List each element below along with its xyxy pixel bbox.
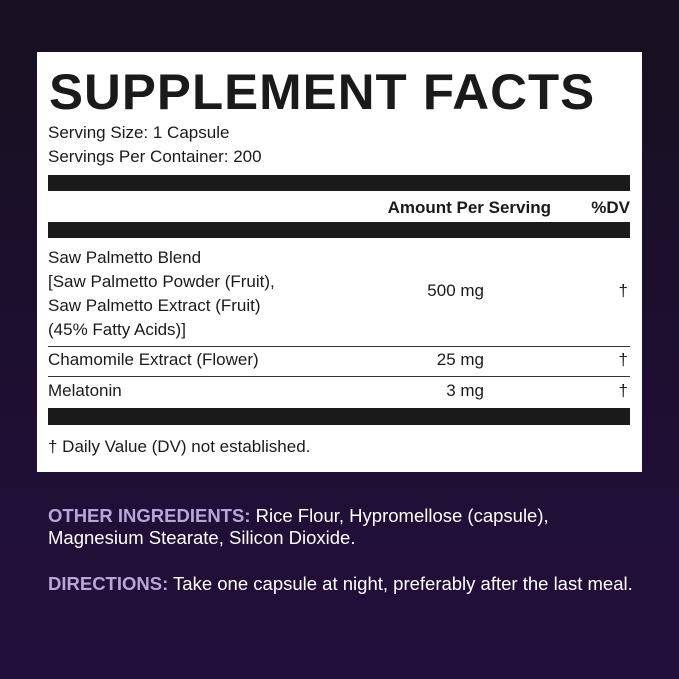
supplement-facts-panel: SUPPLEMENT FACTS Serving Size: 1 Capsule… bbox=[37, 52, 642, 472]
header-amount: Amount Per Serving bbox=[387, 198, 551, 217]
other-ingredients-label: OTHER INGREDIENTS: bbox=[48, 505, 251, 526]
panel-title: SUPPLEMENT FACTS bbox=[49, 64, 596, 120]
ingredient-amount: 25 mg bbox=[436, 350, 484, 369]
ingredient-subline: (45% Fatty Acids)] bbox=[48, 320, 186, 339]
directions: DIRECTIONS: Take one capsule at night, p… bbox=[48, 573, 648, 595]
row-divider bbox=[48, 346, 630, 347]
ingredient-name: Saw Palmetto Blend bbox=[48, 248, 202, 267]
divider-bar bbox=[48, 408, 630, 425]
directions-label: DIRECTIONS: bbox=[48, 573, 169, 594]
ingredient-name: Melatonin bbox=[48, 381, 122, 400]
divider-bar bbox=[48, 222, 630, 238]
header-dv: %DV bbox=[591, 198, 630, 217]
serving-size: Serving Size: 1 Capsule bbox=[48, 123, 230, 142]
row-divider bbox=[48, 376, 630, 377]
divider-bar bbox=[48, 175, 630, 191]
ingredient-name: Chamomile Extract (Flower) bbox=[48, 350, 259, 369]
ingredient-amount: 3 mg bbox=[446, 381, 484, 400]
ingredient-subline: [Saw Palmetto Powder (Fruit), bbox=[48, 272, 275, 291]
ingredient-subline: Saw Palmetto Extract (Fruit) bbox=[48, 296, 261, 315]
ingredient-dv: † bbox=[618, 350, 628, 369]
other-ingredients-text: Rice Flour, Hypromellose (capsule), Magn… bbox=[48, 505, 549, 548]
ingredient-dv: † bbox=[618, 281, 628, 300]
servings-per-container: Servings Per Container: 200 bbox=[48, 147, 262, 166]
other-ingredients: OTHER INGREDIENTS: Rice Flour, Hypromell… bbox=[48, 505, 648, 549]
directions-text: Take one capsule at night, preferably af… bbox=[168, 573, 633, 594]
footnote: † Daily Value (DV) not established. bbox=[48, 437, 311, 456]
ingredient-amount: 500 mg bbox=[427, 281, 484, 300]
ingredient-dv: † bbox=[618, 381, 628, 400]
